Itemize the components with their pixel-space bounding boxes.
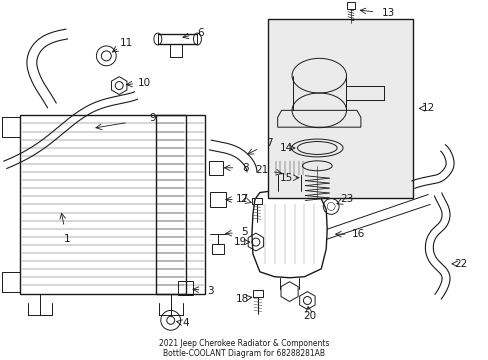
Text: 17: 17 xyxy=(235,194,248,204)
Text: 20: 20 xyxy=(302,311,315,321)
Text: 18: 18 xyxy=(235,293,248,303)
Text: 10: 10 xyxy=(137,78,150,87)
Text: 6: 6 xyxy=(197,28,203,38)
Text: 15: 15 xyxy=(280,173,293,183)
Text: 13: 13 xyxy=(381,8,394,18)
Text: 2021 Jeep Cherokee Radiator & Components: 2021 Jeep Cherokee Radiator & Components xyxy=(159,339,328,348)
Text: 11: 11 xyxy=(119,38,132,48)
Text: Bottle-COOLANT Diagram for 68288281AB: Bottle-COOLANT Diagram for 68288281AB xyxy=(163,348,325,357)
Text: 16: 16 xyxy=(351,229,365,239)
Text: 8: 8 xyxy=(242,163,249,173)
Text: 14: 14 xyxy=(280,143,293,153)
Text: 21: 21 xyxy=(255,165,268,175)
Text: 7: 7 xyxy=(266,138,272,148)
Text: 23: 23 xyxy=(340,194,353,204)
FancyBboxPatch shape xyxy=(267,19,412,198)
Text: 9: 9 xyxy=(149,113,156,123)
Text: 12: 12 xyxy=(421,103,434,113)
Text: 22: 22 xyxy=(453,259,467,269)
Text: 5: 5 xyxy=(240,227,247,237)
Text: 3: 3 xyxy=(206,285,213,296)
Text: 2: 2 xyxy=(240,194,247,204)
Text: 4: 4 xyxy=(182,318,188,328)
Text: 1: 1 xyxy=(63,234,70,244)
Text: 19: 19 xyxy=(233,237,246,247)
